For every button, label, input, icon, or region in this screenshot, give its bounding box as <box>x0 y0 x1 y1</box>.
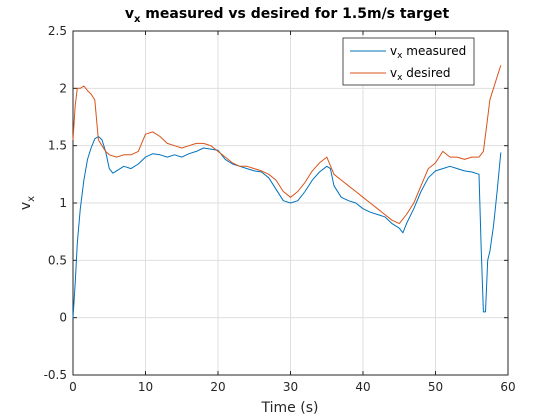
y-tick-label: 2.5 <box>48 24 67 38</box>
chart-title: vx measured vs desired for 1.5m/s target <box>125 6 450 25</box>
legend-box <box>342 37 475 86</box>
y-tick-label: 2 <box>59 81 67 95</box>
y-tick-label: 0.5 <box>48 253 67 267</box>
series-lines <box>72 65 502 318</box>
x-tick-label: 30 <box>283 380 298 394</box>
legend-label-desired: vx desired <box>390 66 451 83</box>
legend: vx measured vx desired <box>342 37 475 86</box>
x-tick-label: 0 <box>69 380 77 394</box>
x-tick-label: 40 <box>355 380 370 394</box>
x-axis-label: Time (s) <box>261 400 319 416</box>
axis-ticks: 0 10 20 30 40 50 60-0.500.511.522.5 <box>44 24 516 394</box>
y-tick-label: 0 <box>59 311 67 325</box>
x-tick-label: 60 <box>500 380 515 394</box>
x-tick-label: 10 <box>138 380 153 394</box>
y-axis-label: vx <box>18 196 37 210</box>
legend-label-measured: vx measured <box>390 44 466 61</box>
y-tick-label: 1.5 <box>48 139 67 153</box>
y-tick-label: -0.5 <box>44 368 67 382</box>
y-tick-label: 1 <box>59 196 67 210</box>
x-tick-label: 50 <box>428 380 443 394</box>
series-line-measured <box>72 136 502 318</box>
x-tick-label: 20 <box>210 380 225 394</box>
series-line-desired <box>72 65 502 225</box>
